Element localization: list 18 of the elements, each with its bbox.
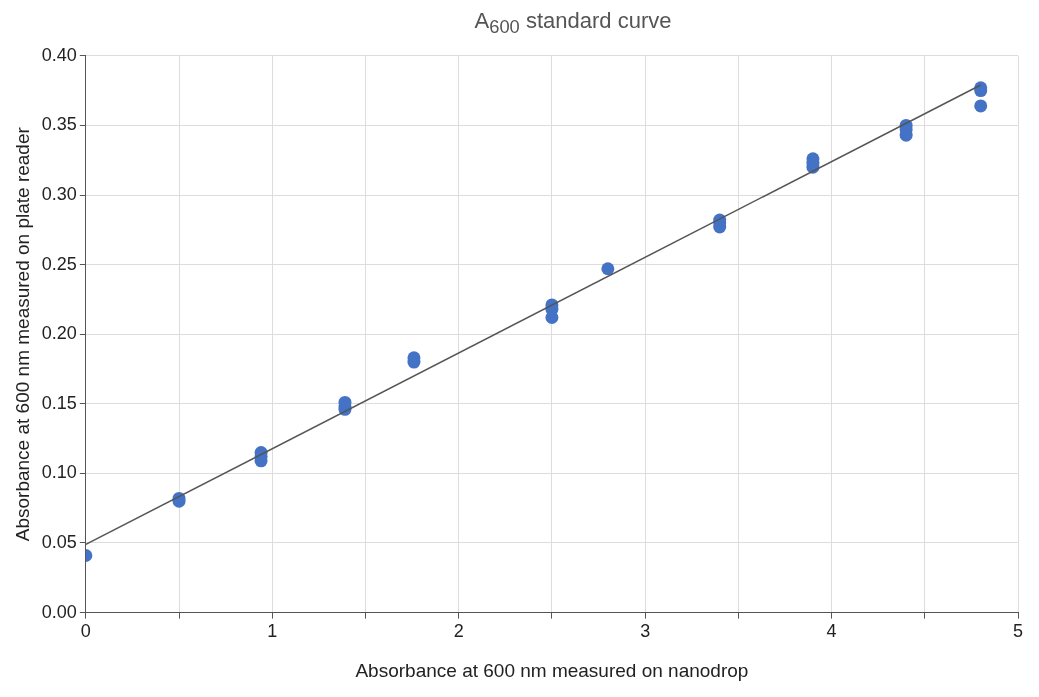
x-tick-label: 0 bbox=[80, 621, 91, 642]
x-tick-label: 3 bbox=[640, 621, 651, 642]
y-tick-label: 0.05 bbox=[41, 532, 77, 553]
y-tick-label: 0.10 bbox=[41, 462, 77, 483]
y-tick-label: 0.15 bbox=[41, 393, 77, 414]
x-tick-label: 5 bbox=[1012, 621, 1024, 642]
y-axis-title: Absorbance at 600 nm measured on plate reader bbox=[11, 126, 33, 542]
x-tick-label: 2 bbox=[453, 621, 464, 642]
y-tick-label: 0.00 bbox=[41, 601, 77, 622]
x-tick-label: 1 bbox=[267, 621, 278, 642]
y-tick-label: 0.20 bbox=[41, 323, 77, 344]
y-tick-label: 0.35 bbox=[41, 114, 77, 135]
x-tick-label: 4 bbox=[826, 621, 837, 642]
y-tick-label: 0.40 bbox=[41, 45, 77, 66]
chart-title: A$_{600}$ standard curve bbox=[473, 8, 673, 39]
y-tick-label: 0.25 bbox=[41, 253, 77, 274]
x-axis-title: Absorbance at 600 nm measured on nanodrop bbox=[355, 660, 749, 682]
y-tick-label: 0.30 bbox=[41, 184, 77, 205]
